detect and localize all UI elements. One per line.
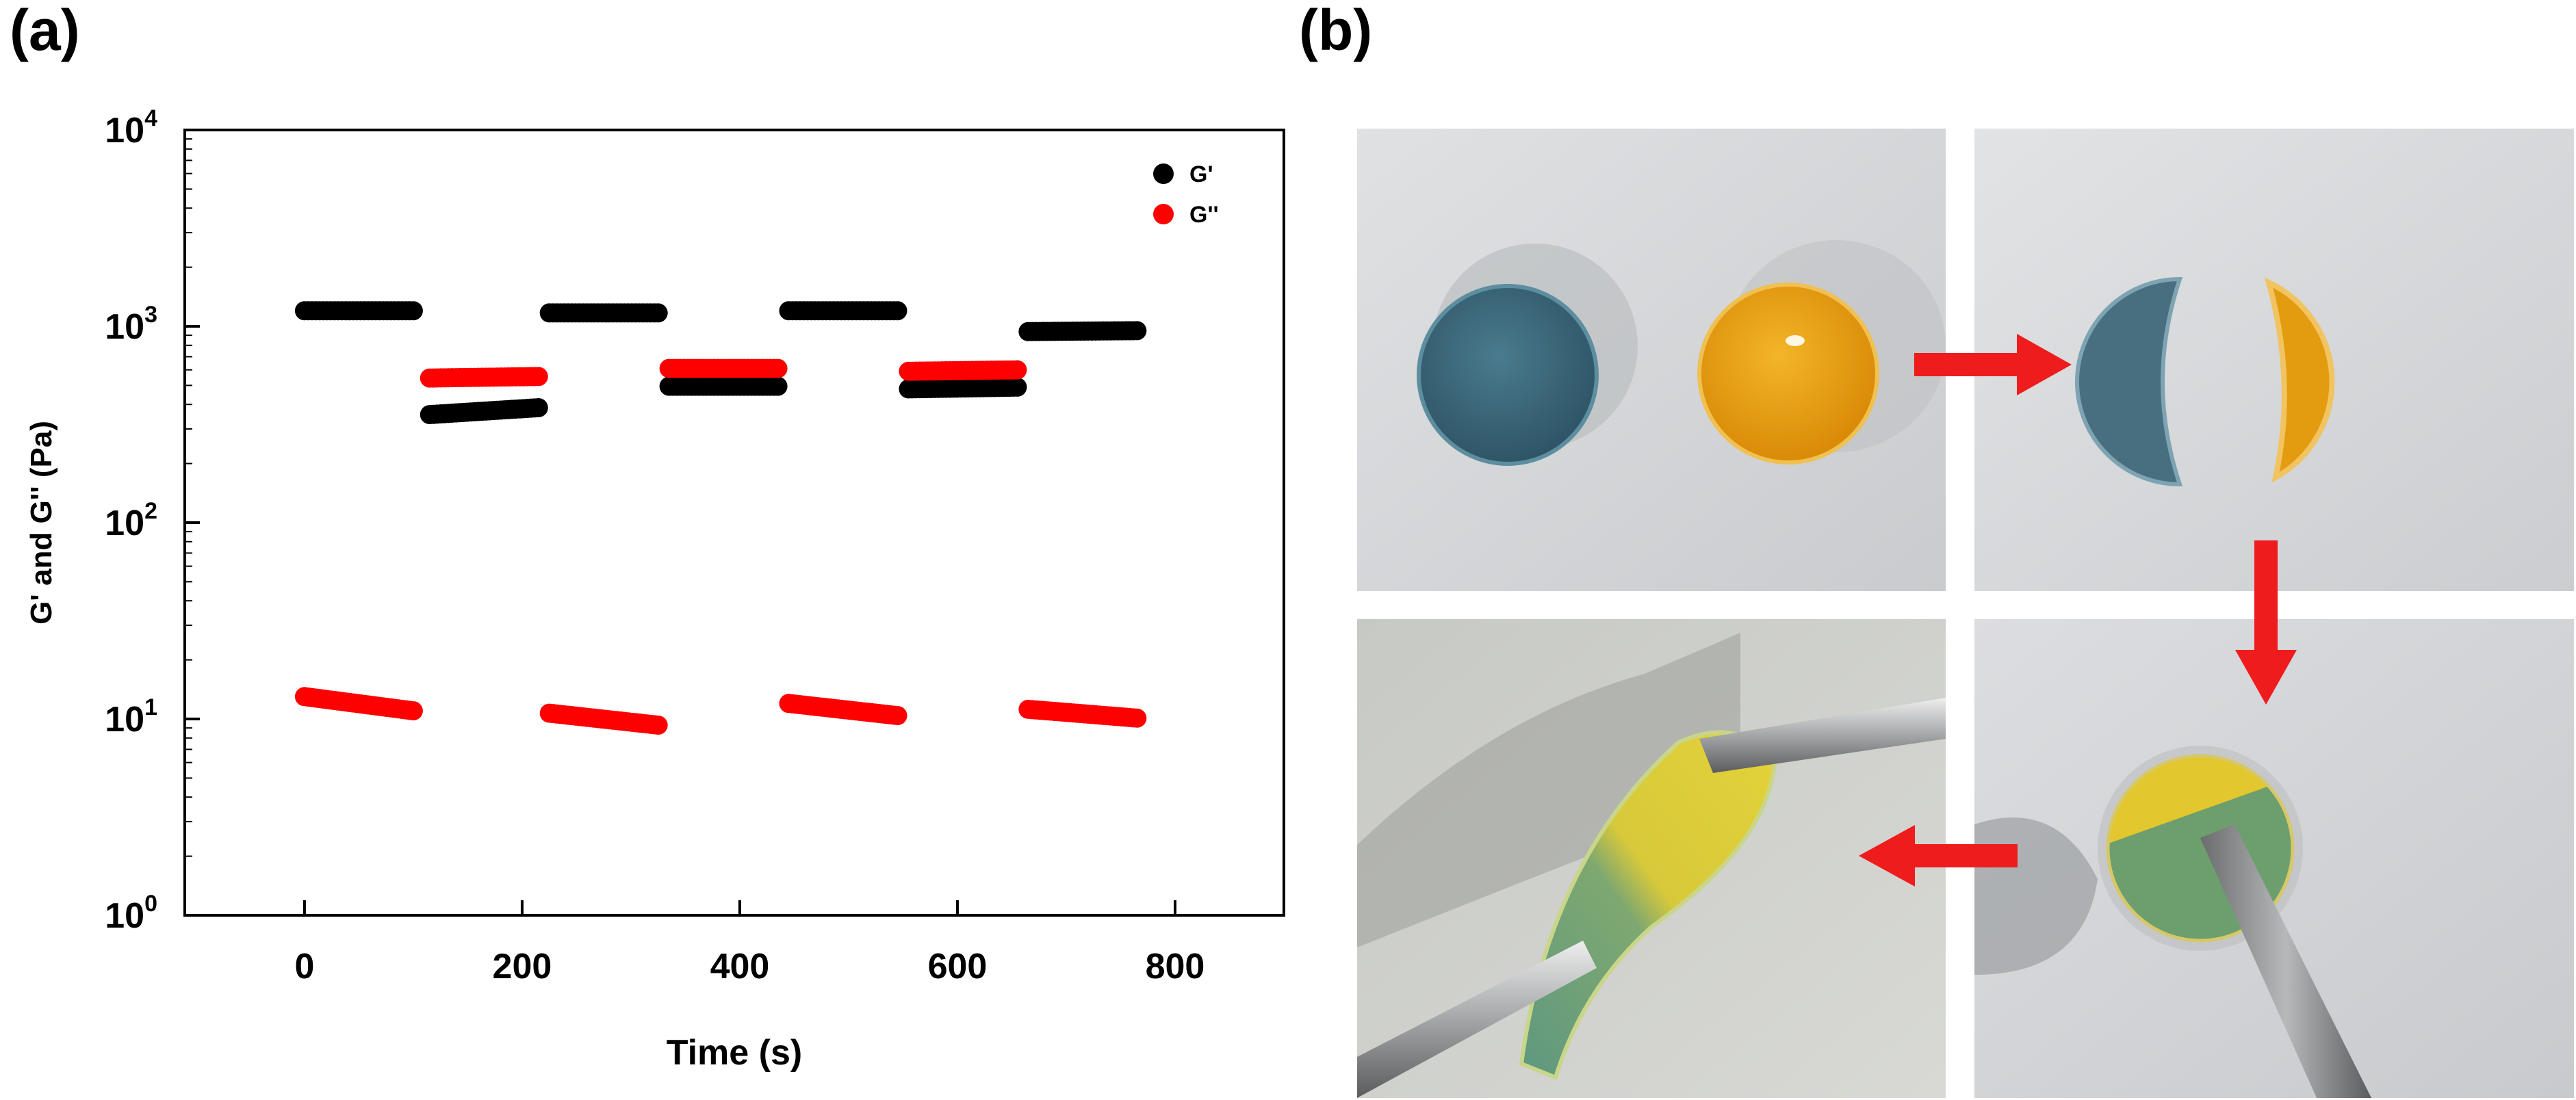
- data-point: [1007, 377, 1027, 397]
- stretched-healed-photo: [1357, 619, 1946, 1098]
- data-point: [1127, 708, 1147, 728]
- data-point: [1007, 360, 1027, 380]
- legend-gprime-marker: [1153, 163, 1174, 184]
- legend-gdoubleprime-label: G'': [1189, 202, 1219, 228]
- data-point: [888, 301, 907, 321]
- blue-half-disc: [2075, 276, 2183, 487]
- data-point: [528, 367, 548, 387]
- initial-hydrogels-photo: [1357, 129, 1946, 591]
- x-tick-label: 400: [710, 947, 770, 986]
- data-point: [888, 706, 907, 726]
- x-axis-ticks: 0 200 400 600 800: [294, 900, 1205, 986]
- data-point: [768, 358, 788, 378]
- data-point: [648, 716, 668, 735]
- data-point: [768, 376, 788, 396]
- y-axis-label: G' and G'' (Pa): [25, 421, 58, 625]
- series-g-double-prime: [294, 358, 1147, 735]
- left-arrow-icon: [1859, 825, 2018, 887]
- lower-tweezer: [1357, 941, 1597, 1098]
- x-tick-label: 200: [493, 947, 552, 986]
- x-tick-label: 0: [294, 947, 314, 986]
- blue-hydrogel-disc: [1417, 284, 1599, 466]
- orange-half-disc: [2264, 277, 2335, 483]
- x-axis-label: Time (s): [667, 1033, 802, 1073]
- legend-gprime-label: G': [1189, 161, 1213, 187]
- data-point: [1127, 321, 1147, 341]
- series-layer: [294, 301, 1147, 735]
- cut-halves-photo: [1974, 129, 2574, 591]
- upper-tweezer: [1699, 698, 1946, 773]
- y-tick-label: 102: [105, 498, 157, 543]
- x-tick-label: 800: [1146, 947, 1205, 986]
- y-tick-label: 100: [105, 891, 157, 936]
- panel-b-label: (b): [1299, 0, 1373, 62]
- orange-hydrogel-disc: [1697, 283, 1879, 464]
- y-tick-label: 103: [105, 302, 157, 347]
- g-modulus-chart: 100 101 102 103 104 0 200 400 600 800 Time (s) G…: [25, 105, 1285, 1073]
- x-tick-label: 600: [928, 947, 988, 986]
- data-point: [403, 301, 423, 321]
- plot-frame: [183, 129, 1285, 917]
- series-g-prime: [294, 301, 1147, 425]
- right-arrow-icon: [1914, 334, 2072, 395]
- data-point: [403, 701, 423, 721]
- data-point: [648, 303, 668, 323]
- probe-tweezer: [2200, 824, 2371, 1098]
- y-tick-label: 104: [105, 105, 157, 150]
- y-tick-label: 101: [105, 694, 157, 739]
- data-point: [528, 397, 548, 417]
- panel-a-label: (a): [10, 0, 80, 62]
- y-axis-ticks: 100 101 102 103 104: [105, 105, 200, 936]
- legend-gdoubleprime-marker: [1153, 204, 1174, 224]
- down-arrow-icon: [2235, 540, 2297, 705]
- legend: G' G'': [1153, 161, 1219, 228]
